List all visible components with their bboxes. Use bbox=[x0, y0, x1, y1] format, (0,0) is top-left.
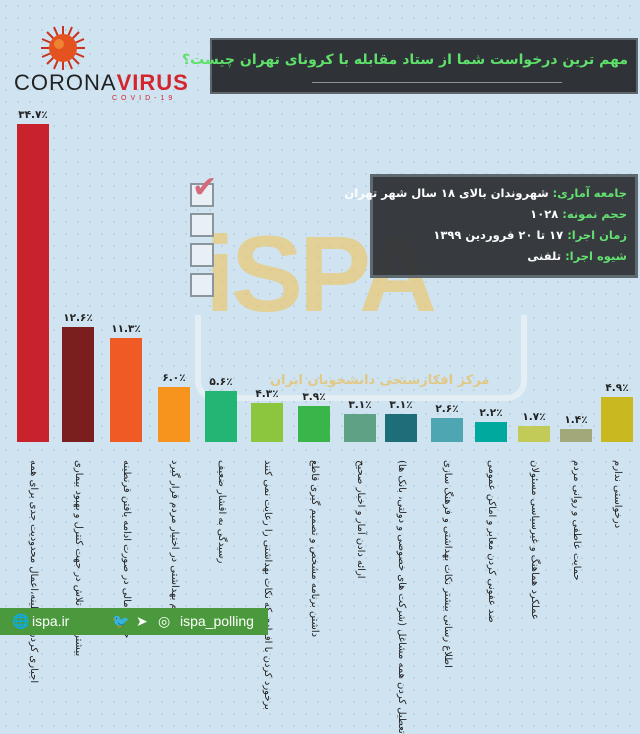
category-label: درخواستی ندارم bbox=[612, 460, 623, 529]
bar bbox=[385, 414, 417, 442]
globe-icon: 🌐 bbox=[12, 613, 30, 629]
bar-value-label: ۳۴.۷٪ bbox=[18, 109, 48, 121]
bar-value-label: ۱۱.۳٪ bbox=[111, 323, 141, 335]
title-divider bbox=[312, 82, 562, 83]
page-title: مهم ترین درخواست شما از ستاد مقابله با ک… bbox=[182, 52, 628, 68]
virus-icon bbox=[41, 26, 85, 70]
category-label: اقلام بهداشتی در اختیار مردم قرار گیرد bbox=[169, 460, 180, 624]
bar-value-label: ۵.۶٪ bbox=[209, 376, 233, 388]
bar-value-label: ۲.۲٪ bbox=[479, 407, 503, 419]
bar bbox=[475, 422, 507, 442]
bar-value-label: ۳.۱٪ bbox=[389, 399, 413, 411]
checkbox-icon bbox=[190, 213, 214, 237]
bar bbox=[344, 414, 376, 442]
telegram-icon[interactable]: ➤ bbox=[136, 613, 148, 629]
category-label: رسیدگی به اقشار ضعیف bbox=[216, 460, 227, 564]
bar-value-label: ۴.۹٪ bbox=[605, 382, 629, 394]
bar bbox=[17, 124, 49, 442]
category-label: برخورد کردن با افرادی که نکات بهداشتی را… bbox=[262, 460, 273, 710]
question-title-box: مهم ترین درخواست شما از ستاد مقابله با ک… bbox=[182, 38, 638, 94]
checkmark-icon: ✔ bbox=[192, 170, 218, 205]
checklist-graphic bbox=[190, 183, 214, 303]
bar-value-label: ۲.۶٪ bbox=[435, 403, 459, 415]
footer-bar: 🌐 ispa.ir 🐦 ➤ ◎ ispa_polling bbox=[0, 608, 268, 635]
bar bbox=[601, 397, 633, 442]
category-label: داشتن برنامه مشخص و تصمیم گیری قاطع bbox=[309, 460, 320, 638]
bar-value-label: ۴.۳٪ bbox=[255, 388, 279, 400]
website-link[interactable]: ispa.ir bbox=[32, 613, 70, 629]
info-method: شیوه اجرا: تلفنی bbox=[527, 249, 627, 263]
social-handle[interactable]: ispa_polling bbox=[180, 613, 254, 629]
info-population: جامعه آماری: شهروندان بالای ۱۸ سال شهر ت… bbox=[344, 186, 627, 200]
category-label: ضد عفونی کردن معابر و اماکن عمومی bbox=[486, 460, 497, 623]
bar-value-label: ۳.۹٪ bbox=[302, 391, 326, 403]
bar-value-label: ۶.۰٪ bbox=[162, 372, 186, 384]
bar-value-label: ۱.۷٪ bbox=[522, 411, 546, 423]
checkbox-icon bbox=[190, 183, 214, 207]
twitter-icon[interactable]: 🐦 bbox=[112, 613, 130, 629]
bar bbox=[298, 406, 330, 442]
coronavirus-logo: CORONAVIRUS COVID-19 bbox=[0, 0, 200, 110]
bar-value-label: ۱.۴٪ bbox=[564, 414, 588, 426]
logo-subtitle: COVID-19 bbox=[112, 95, 177, 102]
instagram-icon[interactable]: ◎ bbox=[158, 613, 171, 629]
category-label: حمایت مالی در صورت ادامه یافتن قرنطینه bbox=[121, 460, 132, 639]
category-label: اجباری کردن قرنطینه،اعمال محدودیت جدی بر… bbox=[28, 460, 39, 684]
checkbox-icon bbox=[190, 273, 214, 297]
bar bbox=[62, 327, 94, 442]
watermark-shape bbox=[195, 315, 527, 401]
bar bbox=[110, 338, 142, 442]
bar bbox=[431, 418, 463, 442]
category-label: تعطیل کردن همه مشاغل (شرکت های خصوصی و د… bbox=[396, 460, 407, 734]
bar bbox=[205, 391, 237, 442]
checkbox-icon bbox=[190, 243, 214, 267]
bar bbox=[560, 429, 592, 442]
category-label: اطلاع رسانی بیشتر نکات بهداشتی و فرهنگ س… bbox=[442, 460, 453, 668]
survey-info-box: جامعه آماری: شهروندان بالای ۱۸ سال شهر ت… bbox=[344, 174, 638, 278]
category-label: ارائه دادن آمار و اخبار صحیح bbox=[355, 460, 366, 579]
info-sample-size: حجم نمونه: ۱۰۲۸ bbox=[530, 207, 627, 221]
bar bbox=[158, 387, 190, 442]
category-label: حمایت عاطفی و روانی مردم bbox=[571, 460, 582, 581]
info-date: زمان اجرا: ۱۷ تا ۲۰ فروردین ۱۳۹۹ bbox=[433, 228, 627, 242]
bar bbox=[518, 426, 550, 442]
logo-text: CORONAVIRUS bbox=[14, 70, 189, 95]
category-label: بیشتر شدن تلاش در جهت کنترل و بهبود بیما… bbox=[73, 460, 84, 657]
bar bbox=[251, 403, 283, 442]
bar-value-label: ۱۲.۶٪ bbox=[63, 312, 93, 324]
bar-value-label: ۳.۱٪ bbox=[348, 399, 372, 411]
watermark-caption: مرکز افکارسنجی دانشجویان ایران bbox=[270, 373, 490, 388]
category-label: عملکرد هماهنگ و غیرسیاسی مسئولان bbox=[529, 460, 540, 620]
